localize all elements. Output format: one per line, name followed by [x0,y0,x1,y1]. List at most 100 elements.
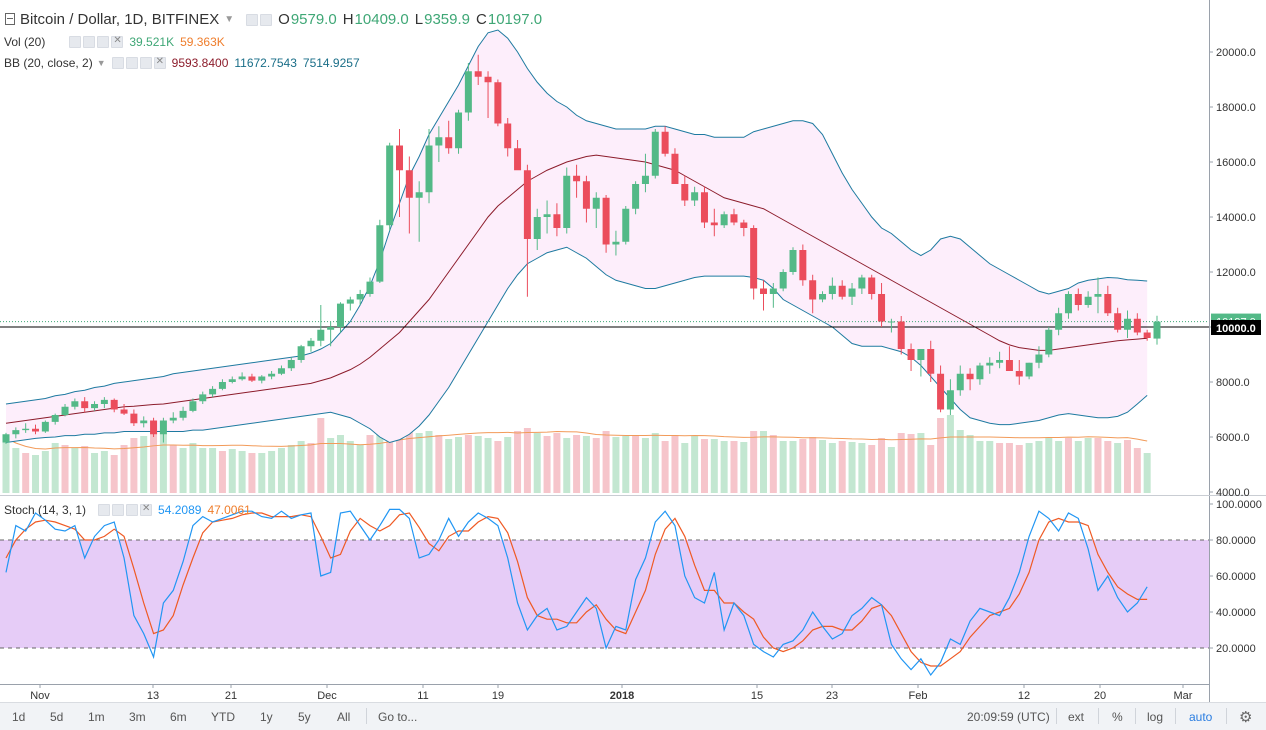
stoch-k-line [5,508,1148,677]
candle-body [927,349,935,374]
tf-5d[interactable]: 5d [50,710,64,724]
eye-icon[interactable] [98,504,111,516]
line-price-tag [1211,320,1261,335]
volume-bar [730,441,738,493]
volume-name[interactable]: Vol (20) [4,35,46,49]
candle-body [740,222,748,228]
gear-icon[interactable] [260,13,273,26]
volume-bar [258,453,266,493]
eye-icon[interactable] [246,13,259,26]
stoch-controls[interactable] [98,503,153,516]
gear-icon[interactable] [112,504,125,516]
volume-bar [209,448,217,493]
plus-icon[interactable] [97,36,110,48]
percent-toggle[interactable]: % [1112,710,1123,724]
bb-legend: BB (20, close, 2) ▼ 9593.8400 11672.7543… [4,56,366,70]
volume-bar [484,438,492,493]
bb-name[interactable]: BB (20, close, 2) [4,56,93,70]
candle-body [573,175,581,182]
title-controls[interactable] [246,13,273,26]
price-tick-label: 4000.0 [1216,487,1250,499]
close-icon[interactable] [153,56,166,69]
volume-bar [799,439,807,493]
volume-bar [100,451,108,493]
auto-toggle[interactable]: auto [1189,710,1213,724]
gear-icon[interactable]: ⚙ [1239,709,1253,726]
open-label: O [278,11,290,28]
volume-bar [22,453,30,493]
log-toggle[interactable]: log [1147,710,1164,724]
candle-body [474,71,482,77]
candle-body [12,430,20,435]
stoch-name[interactable]: Stoch (14, 3, 1) [4,503,87,517]
tf-ytd[interactable]: YTD [211,710,235,724]
bb-controls[interactable] [111,56,166,69]
candle-body [51,415,59,422]
tf-1y[interactable]: 1y [260,710,273,724]
volume-bar [1005,443,1013,493]
candle-body [897,321,905,349]
volume-bar [759,431,767,493]
tf-all[interactable]: All [337,710,351,724]
goto-button[interactable]: Go to... [378,710,418,724]
volume-bar [150,428,158,493]
price-tick-label: 20000.0 [1216,47,1256,59]
candle-body [120,409,128,414]
volume-bar [828,443,836,493]
candle-body [907,349,915,360]
tf-5y[interactable]: 5y [298,710,311,724]
eye-icon[interactable] [69,36,82,48]
time-tick-label: 11 [417,690,428,702]
volume-bar [523,428,531,493]
gear-icon[interactable] [125,57,138,69]
volume-bar [81,446,89,493]
chevron-down-icon[interactable]: ▼ [224,14,235,25]
chevron-down-icon[interactable]: ▼ [96,58,106,68]
volume-bar [140,436,148,493]
chart-symbol-icon[interactable] [5,13,15,25]
candle-body [1045,329,1053,355]
candle-body [405,170,413,198]
tf-3m[interactable]: 3m [129,710,146,724]
candle-body [179,410,187,418]
tf-1m[interactable]: 1m [88,710,105,724]
volume-bar [445,439,453,493]
stoch-tick-label: 40.0000 [1216,607,1256,619]
volume-controls[interactable] [69,35,124,48]
volume-bar [32,455,40,493]
ext-toggle[interactable]: ext [1068,710,1085,724]
volume-bar [1143,453,1151,493]
candle-body [1005,360,1013,371]
volume-bar [986,441,994,493]
close-icon[interactable] [140,503,153,516]
symbol-title[interactable]: Bitcoin / Dollar, 1D, BITFINEX [20,11,220,28]
tf-1d[interactable]: 1d [12,710,26,724]
plus-icon[interactable] [139,57,152,69]
candle-body [622,208,630,242]
tf-6m[interactable]: 6m [170,710,187,724]
plus-icon[interactable] [126,504,139,516]
candle-body [189,401,197,411]
candle-body [317,329,325,341]
volume-bar [307,443,315,493]
volume-bar [12,448,20,493]
eye-icon[interactable] [111,57,124,69]
candle-body [917,349,925,360]
candle-body [750,228,758,289]
candle-body [681,184,689,201]
candle-body [209,388,217,395]
time-tick-label: 19 [492,690,504,702]
candle-body [514,148,522,171]
candle-body [986,362,994,366]
close-icon[interactable] [111,35,124,48]
gear-icon[interactable] [83,36,96,48]
stoch-legend: Stoch (14, 3, 1) 54.2089 47.0061 [4,503,257,517]
candle-body [700,192,708,223]
volume-bar [189,443,197,493]
candle-body [533,217,541,239]
high-label: H [342,11,354,28]
candle-body [887,321,895,323]
volume-bar [514,431,522,493]
time-tick-label: 21 [225,690,237,702]
